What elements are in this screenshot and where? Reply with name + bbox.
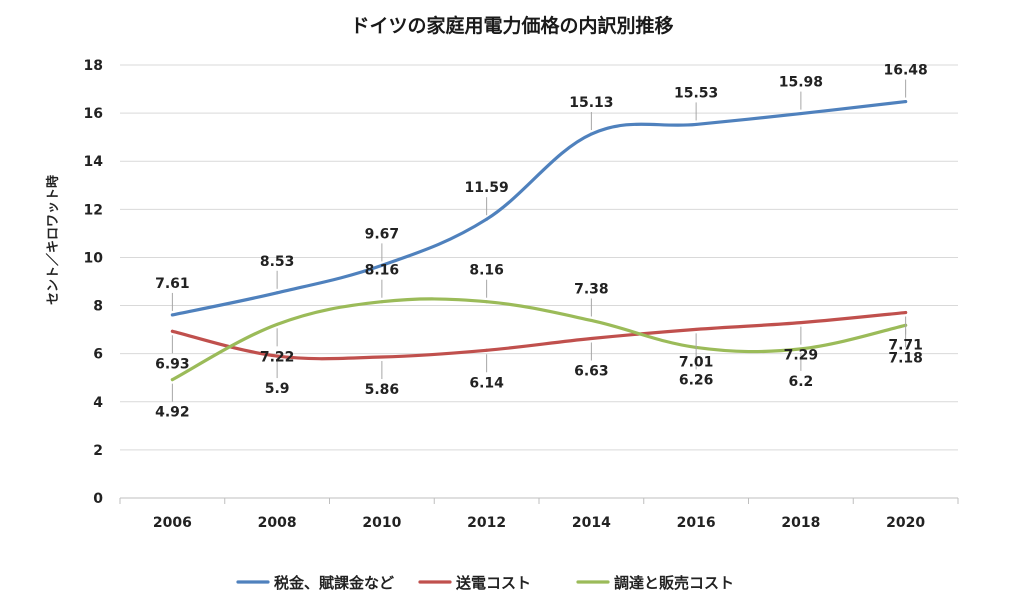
x-tick-label: 2008 <box>258 515 297 531</box>
data-label: 7.61 <box>155 276 190 292</box>
data-label: 8.53 <box>260 254 295 270</box>
data-label: 15.13 <box>569 95 613 111</box>
series-lines <box>170 99 908 382</box>
data-point <box>275 291 279 295</box>
data-label: 7.22 <box>260 349 295 365</box>
data-labels: 7.61 8.53 9.67 11.59 15.13 15.53 15.98 16.48 6.9… <box>155 63 928 421</box>
data-label: 8.16 <box>469 263 504 279</box>
data-point <box>589 132 593 136</box>
data-point <box>170 329 174 333</box>
data-point <box>380 355 384 359</box>
data-label: 5.86 <box>365 382 400 398</box>
data-point <box>799 112 803 116</box>
data-point <box>275 322 279 326</box>
data-point <box>589 337 593 341</box>
y-tick-label: 18 <box>84 58 103 74</box>
x-tick-label: 2018 <box>781 515 820 531</box>
data-label: 6.26 <box>679 372 714 388</box>
y-tick-label: 12 <box>84 202 103 218</box>
y-tick-label: 0 <box>93 491 103 507</box>
data-label: 7.38 <box>574 281 609 297</box>
x-tick-label: 2010 <box>362 515 401 531</box>
series-line-0 <box>170 99 908 317</box>
data-label: 7.71 <box>888 338 923 354</box>
y-axis-label: セント／キロワット時 <box>45 175 61 305</box>
y-tick-label: 2 <box>93 443 103 459</box>
y-tick-label: 4 <box>93 395 103 411</box>
series-line-1 <box>170 310 908 361</box>
x-tick-label: 2006 <box>153 515 192 531</box>
y-tick-label: 14 <box>84 154 104 170</box>
label-leaders <box>171 79 907 402</box>
data-point <box>170 313 174 317</box>
data-label: 11.59 <box>464 180 508 196</box>
y-axis-ticks: 0 2 4 6 8 10 12 14 16 18 <box>84 58 104 507</box>
data-point <box>170 378 174 382</box>
data-point <box>904 100 908 104</box>
data-label: 6.63 <box>574 364 609 380</box>
legend: 税金、賦課金など 送電コスト 調達と販売コスト <box>236 574 734 592</box>
x-tick-label: 2016 <box>677 515 716 531</box>
data-point <box>799 347 803 351</box>
data-point <box>380 263 384 267</box>
legend-entry: 税金、賦課金など <box>274 574 394 592</box>
data-label: 7.18 <box>888 350 923 366</box>
data-label: 7.29 <box>784 348 819 364</box>
y-tick-label: 8 <box>93 299 103 315</box>
y-tick-label: 6 <box>93 347 103 363</box>
data-point <box>694 122 698 126</box>
data-label: 7.01 <box>679 354 714 370</box>
data-point <box>380 300 384 304</box>
data-label: 16.48 <box>883 63 927 79</box>
data-label: 6.93 <box>155 356 190 372</box>
data-label: 8.16 <box>365 263 400 279</box>
data-label: 15.53 <box>674 85 718 101</box>
data-label: 6.2 <box>788 374 813 390</box>
data-point <box>485 300 489 304</box>
data-label: 5.9 <box>265 381 290 397</box>
data-label: 4.92 <box>155 405 190 421</box>
data-point <box>275 354 279 358</box>
y-tick-label: 16 <box>84 106 103 122</box>
data-point <box>589 318 593 322</box>
data-point <box>799 321 803 325</box>
x-tick-label: 2014 <box>572 515 611 531</box>
chart-title: ドイツの家庭用電力価格の内訳別推移 <box>350 14 673 37</box>
y-tick-label: 10 <box>84 250 104 266</box>
gridlines <box>120 64 958 499</box>
data-point <box>485 217 489 221</box>
x-tick-label: 2020 <box>886 515 925 531</box>
legend-entry: 調達と販売コスト <box>614 574 734 592</box>
legend-entry: 送電コスト <box>455 574 531 592</box>
data-label: 9.67 <box>365 226 400 242</box>
data-point <box>485 348 489 352</box>
series-line-2 <box>170 297 908 382</box>
data-label: 15.98 <box>779 75 823 91</box>
x-axis-ticks: 2006 2008 2010 2012 2014 2016 2018 2020 <box>119 498 959 531</box>
data-point <box>904 311 908 315</box>
x-tick-label: 2012 <box>467 515 506 531</box>
data-label: 6.14 <box>469 375 504 391</box>
data-point <box>694 327 698 331</box>
